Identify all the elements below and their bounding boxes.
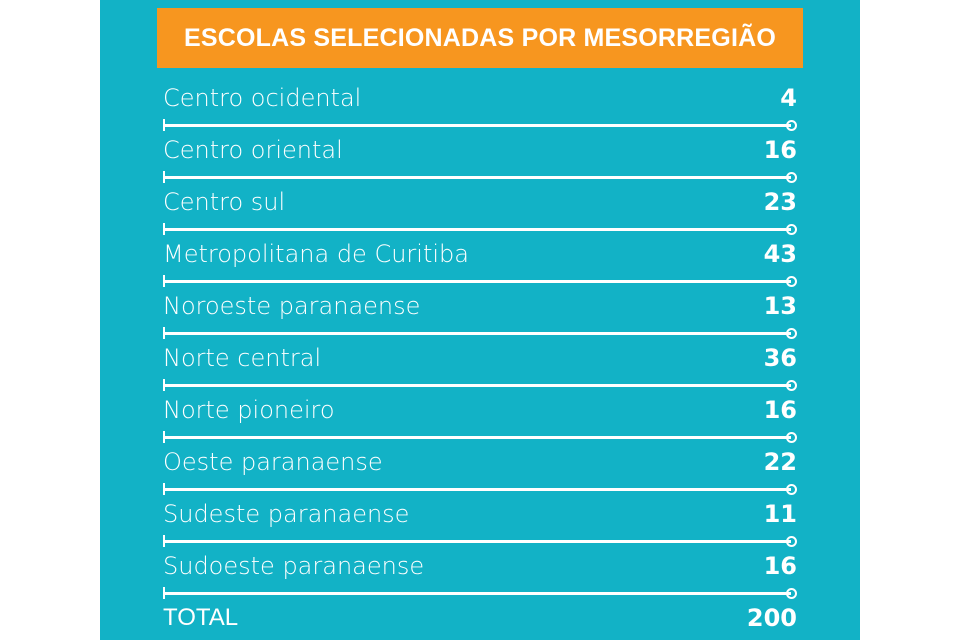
divider-end-circle-icon [786,328,797,339]
school-count: 16 [763,136,797,164]
school-count: 43 [763,240,797,268]
row-divider [163,228,791,231]
table-row: Noroeste paranaense 13 [163,280,797,339]
row-divider [163,176,791,179]
table-row: Sudeste paranaense 11 [163,488,797,547]
region-label: Noroeste paranaense [163,292,421,320]
row-divider [163,488,791,491]
divider-end-circle-icon [786,536,797,547]
row-divider [163,124,791,127]
region-label: Sudoeste paranaense [163,552,425,580]
school-count: 4 [780,84,797,112]
region-label: Norte pioneiro [163,396,335,424]
school-count: 11 [763,500,797,528]
total-row: TOTAL 200 [163,592,797,644]
divider-end-circle-icon [786,588,797,599]
school-count: 23 [763,188,797,216]
school-count: 16 [763,396,797,424]
region-label: Metropolitana de Curitiba [163,240,469,268]
region-label: Oeste paranaense [163,448,383,476]
table-row: Norte pioneiro 16 [163,384,797,443]
row-divider [163,592,791,595]
region-table: Centro ocidental 4 Centro oriental 16 Centro… [163,72,797,644]
title-banner: ESCOLAS SELECIONADAS POR MESORREGIÃO [157,8,803,68]
total-label: TOTAL [163,604,239,631]
school-count: 13 [763,292,797,320]
school-count: 36 [763,344,797,372]
region-label: Norte central [163,344,322,372]
row-divider [163,540,791,543]
table-row: Centro ocidental 4 [163,72,797,131]
region-label: Sudeste paranaense [163,500,410,528]
region-label: Centro sul [163,188,286,216]
divider-end-circle-icon [786,432,797,443]
row-divider [163,436,791,439]
table-row: Norte central 36 [163,332,797,391]
divider-end-circle-icon [786,276,797,287]
table-row: Centro oriental 16 [163,124,797,183]
region-label: Centro ocidental [163,84,362,112]
total-value: 200 [746,604,797,632]
school-count: 16 [763,552,797,580]
divider-end-circle-icon [786,380,797,391]
divider-end-circle-icon [786,120,797,131]
infographic-panel: ESCOLAS SELECIONADAS POR MESORREGIÃO Cen… [100,0,860,640]
table-row: Centro sul 23 [163,176,797,235]
row-divider [163,332,791,335]
divider-end-circle-icon [786,484,797,495]
region-label: Centro oriental [163,136,343,164]
divider-end-circle-icon [786,224,797,235]
row-divider [163,280,791,283]
table-row: Oeste paranaense 22 [163,436,797,495]
table-row: Metropolitana de Curitiba 43 [163,228,797,287]
divider-end-circle-icon [786,172,797,183]
school-count: 22 [763,448,797,476]
row-divider [163,384,791,387]
table-row: Sudoeste paranaense 16 [163,540,797,599]
